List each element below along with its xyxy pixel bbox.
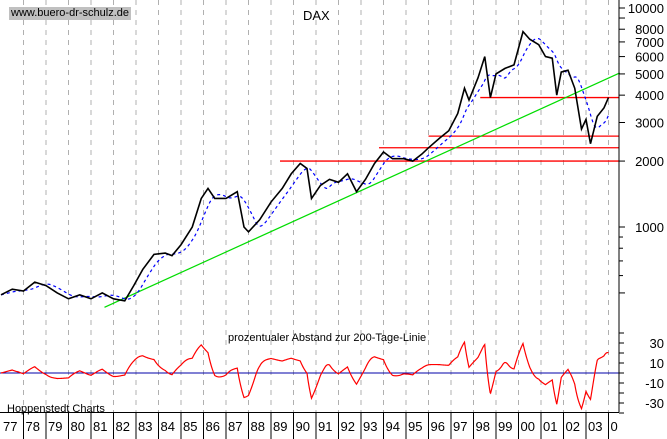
x-axis: 77 78 79 80 81 82 83 84 85 86 87 88 89 90 91 92 93 94 95 96…	[0, 412, 619, 439]
y-tick-label: 8000	[635, 22, 664, 37]
y-tick-label: 10000	[628, 1, 664, 16]
x-tick-label: 98	[476, 419, 490, 434]
x-tick-label: 86	[206, 419, 220, 434]
chart-title: DAX	[303, 8, 330, 23]
x-tick-label: 93	[363, 419, 377, 434]
osc-tick-label: 10	[650, 356, 664, 371]
x-tick-label: 90	[296, 419, 310, 434]
x-tick-label: 81	[93, 419, 107, 434]
oscillator-line	[0, 340, 609, 411]
y-tick-label: 4000	[635, 88, 664, 103]
dax-index-line	[0, 29, 610, 302]
osc-tick-label: -30	[645, 396, 664, 411]
x-tick-label: 97	[453, 419, 467, 434]
x-tick-label: 80	[71, 419, 85, 434]
support-resistance-lines	[280, 96, 619, 162]
trendline	[104, 72, 620, 308]
x-tick-label: 92	[341, 419, 355, 434]
y-tick-label: 6000	[635, 50, 664, 65]
footer-credit: Hoppenstedt Charts	[7, 403, 105, 415]
x-tick-label: 78	[26, 419, 40, 434]
y-tick-label: 5000	[635, 67, 664, 82]
x-tick-label: 89	[273, 419, 287, 434]
x-tick-label: 91	[318, 419, 332, 434]
x-tick-label: 96	[431, 419, 445, 434]
y-tick-label: 2000	[635, 154, 664, 169]
y-tick-label: 7000	[635, 35, 664, 50]
x-tick-label: 01	[543, 419, 557, 434]
x-tick-label: 00	[521, 419, 535, 434]
x-tick-label: 95	[408, 419, 422, 434]
x-tick-label: 0	[611, 419, 618, 434]
x-tick-label: 99	[498, 419, 512, 434]
watermark-website: www.buero-dr-schulz.de	[9, 7, 131, 20]
x-tick-label: 02	[566, 419, 580, 434]
x-tick-label: 83	[138, 419, 152, 434]
year-gridlines	[23, 0, 609, 412]
y-tick-label: 1000	[635, 220, 664, 235]
x-tick-label: 87	[228, 419, 242, 434]
x-tick-label: 94	[386, 419, 400, 434]
x-tick-label: 79	[48, 419, 62, 434]
y-tick-label: 3000	[635, 116, 664, 131]
x-tick-label: 88	[251, 419, 265, 434]
x-tick-label: 82	[116, 419, 130, 434]
osc-tick-label: 30	[650, 336, 664, 351]
oscillator-title: prozentualer Abstand zur 200-Tage-Linie	[228, 332, 426, 344]
x-tick-label: 85	[183, 419, 197, 434]
osc-tick-label: -10	[645, 376, 664, 391]
x-tick-label: 84	[161, 419, 175, 434]
x-tick-label: 77	[3, 419, 17, 434]
moving-average-line	[0, 37, 610, 300]
x-tick-label: 03	[588, 419, 602, 434]
